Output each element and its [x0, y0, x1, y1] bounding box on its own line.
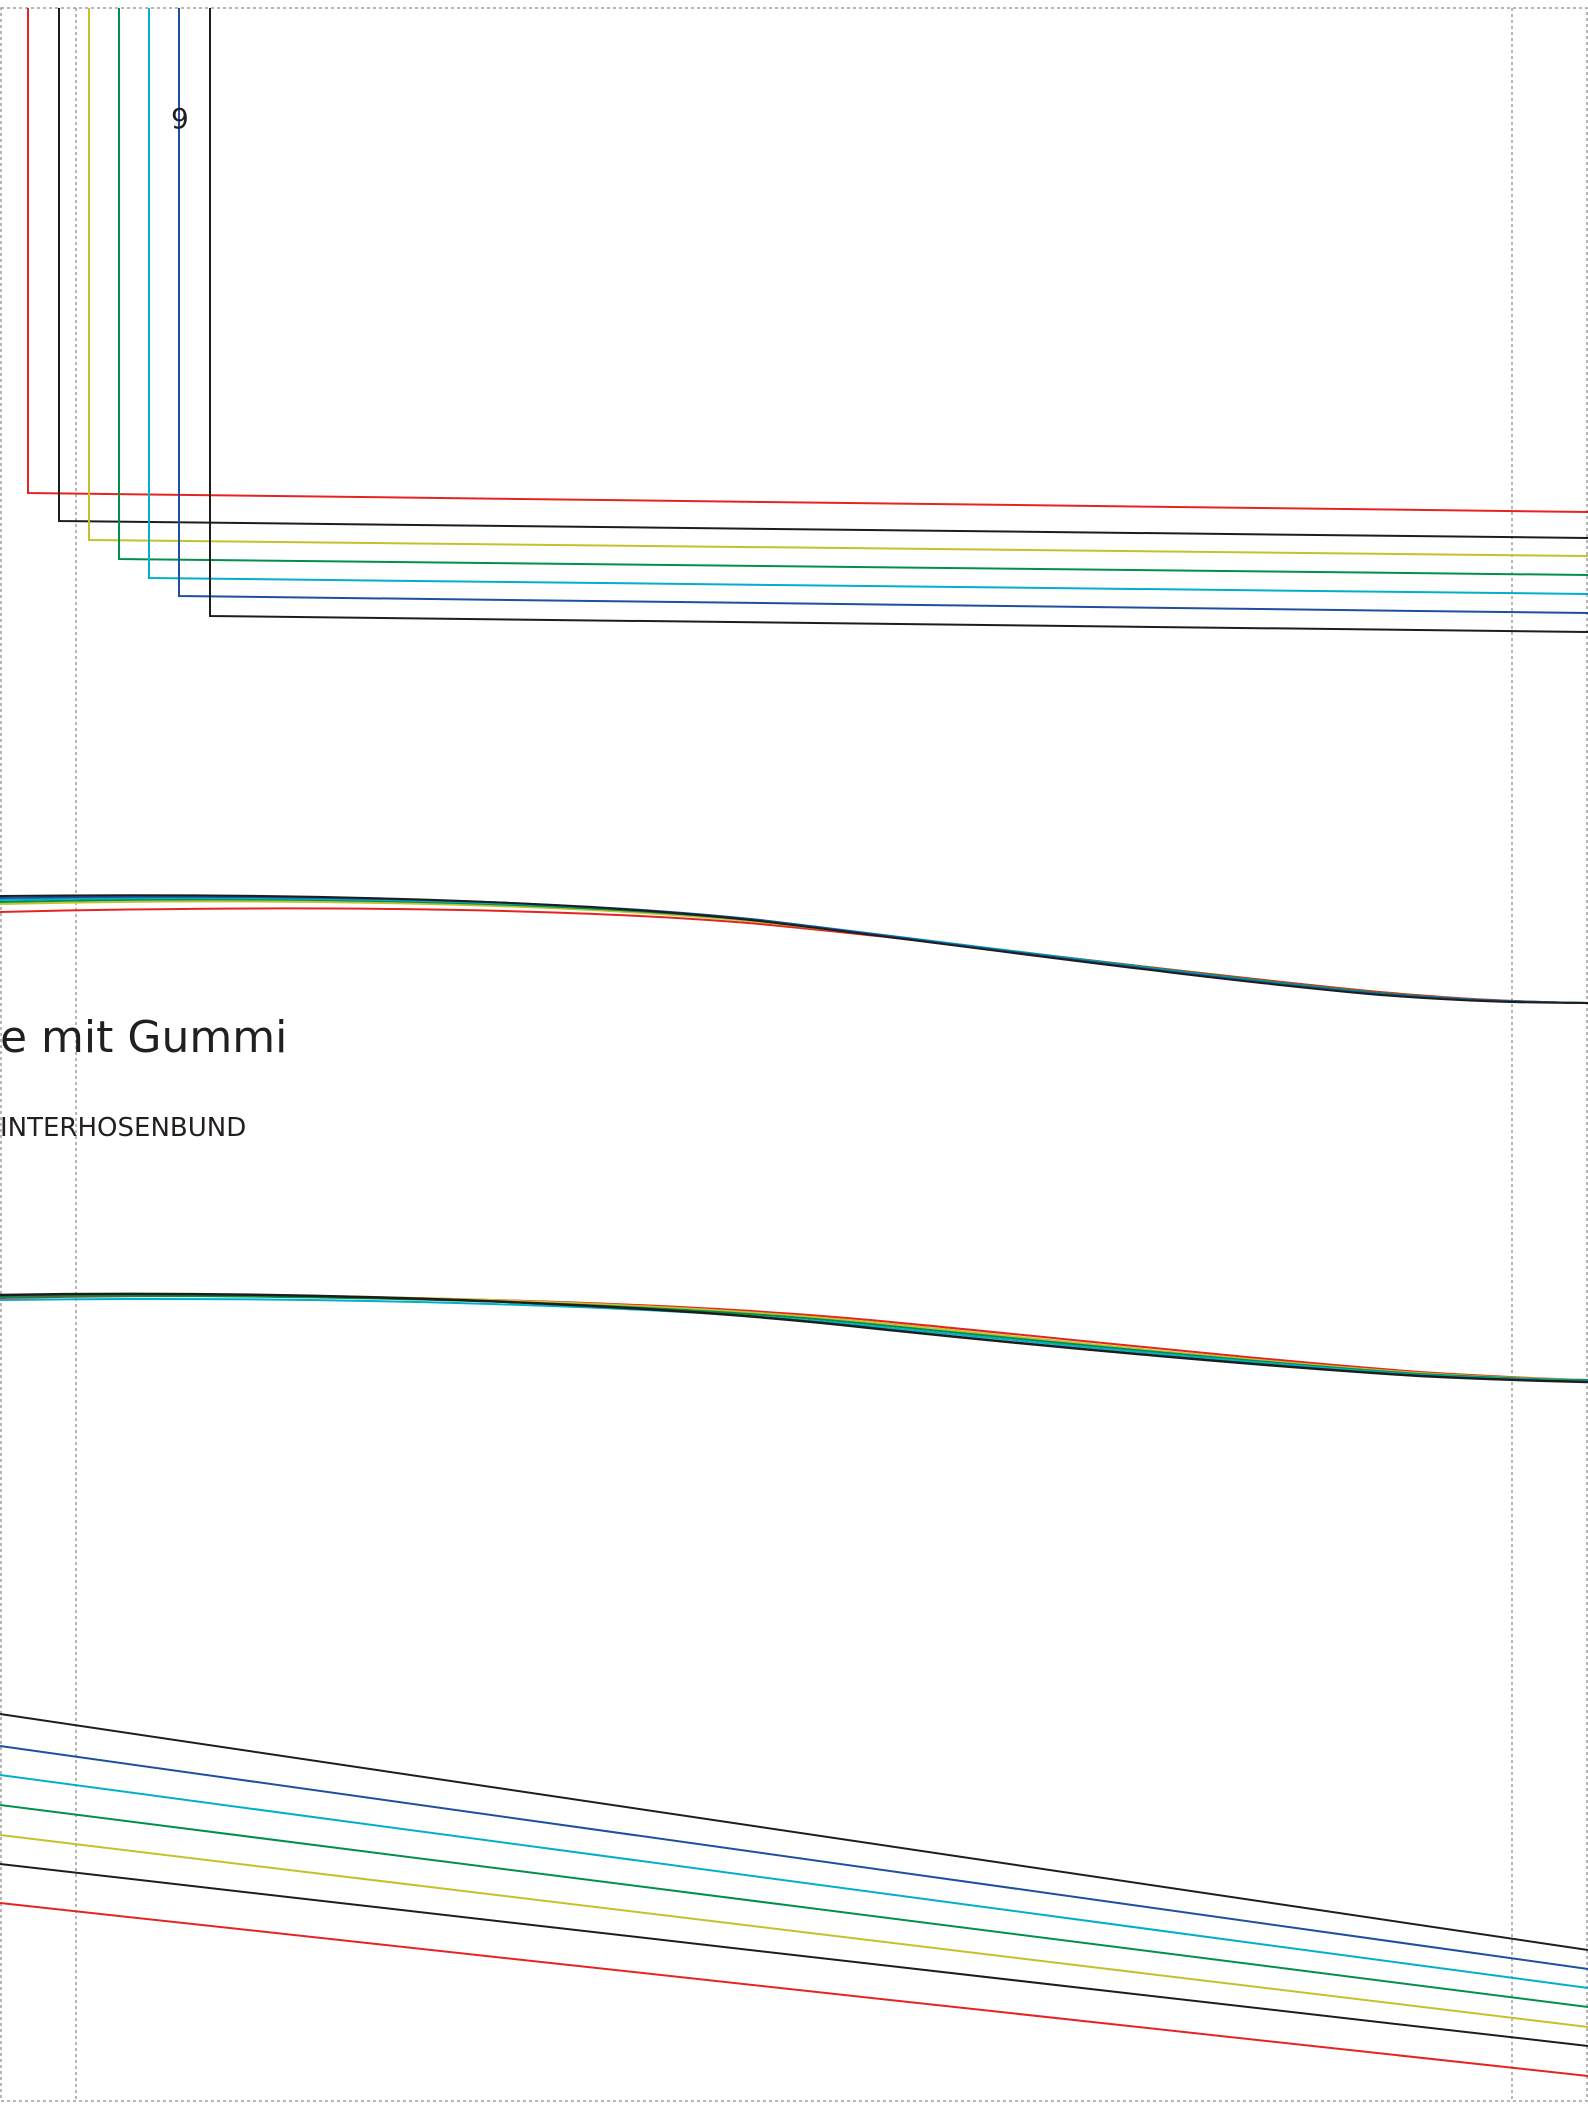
waist-curve-upper-green	[0, 898, 1588, 1004]
pattern-subtitle: INTERHOSENBUND	[0, 1113, 246, 1143]
size-line-top-green	[118, 8, 1588, 576]
size-line-bottom-red	[0, 1902, 1588, 2077]
size-line-bottom-black-1	[0, 1863, 1588, 2047]
page-border	[0, 7, 1588, 2102]
size-lines-bottom	[0, 1713, 1588, 2077]
size-line-bottom-yellow	[0, 1834, 1588, 2028]
pattern-title: e mit Gummi	[0, 1012, 287, 1063]
size-line-top-yellow	[88, 8, 1588, 557]
size-line-top-blue	[178, 8, 1588, 614]
size-line-bottom-cyan	[0, 1774, 1588, 1989]
size-line-bottom-blue	[0, 1745, 1588, 1970]
waist-curves-upper	[0, 894, 1588, 1004]
size-line-top-red	[27, 8, 1588, 513]
waist-curve-lower-yellow	[0, 1293, 1588, 1381]
waist-curve-upper-black	[0, 894, 1588, 1004]
waist-curve-upper-cyan	[0, 897, 1588, 1004]
waist-curve-upper-blue	[0, 895, 1588, 1004]
size-line-top-black-1	[58, 8, 1588, 539]
waist-curves-lower	[0, 1292, 1588, 1384]
waist-curve-lower-black	[0, 1292, 1588, 1384]
size-line-top-black-2	[209, 8, 1588, 633]
waist-curve-upper-yellow	[0, 900, 1588, 1004]
page-number-label: 9	[171, 102, 189, 135]
waist-curve-upper-red	[0, 907, 1588, 1004]
size-line-top-cyan	[148, 8, 1588, 595]
size-line-bottom-black-2	[0, 1713, 1588, 1951]
size-line-bottom-green	[0, 1804, 1588, 2008]
size-lines-top	[27, 8, 1588, 633]
